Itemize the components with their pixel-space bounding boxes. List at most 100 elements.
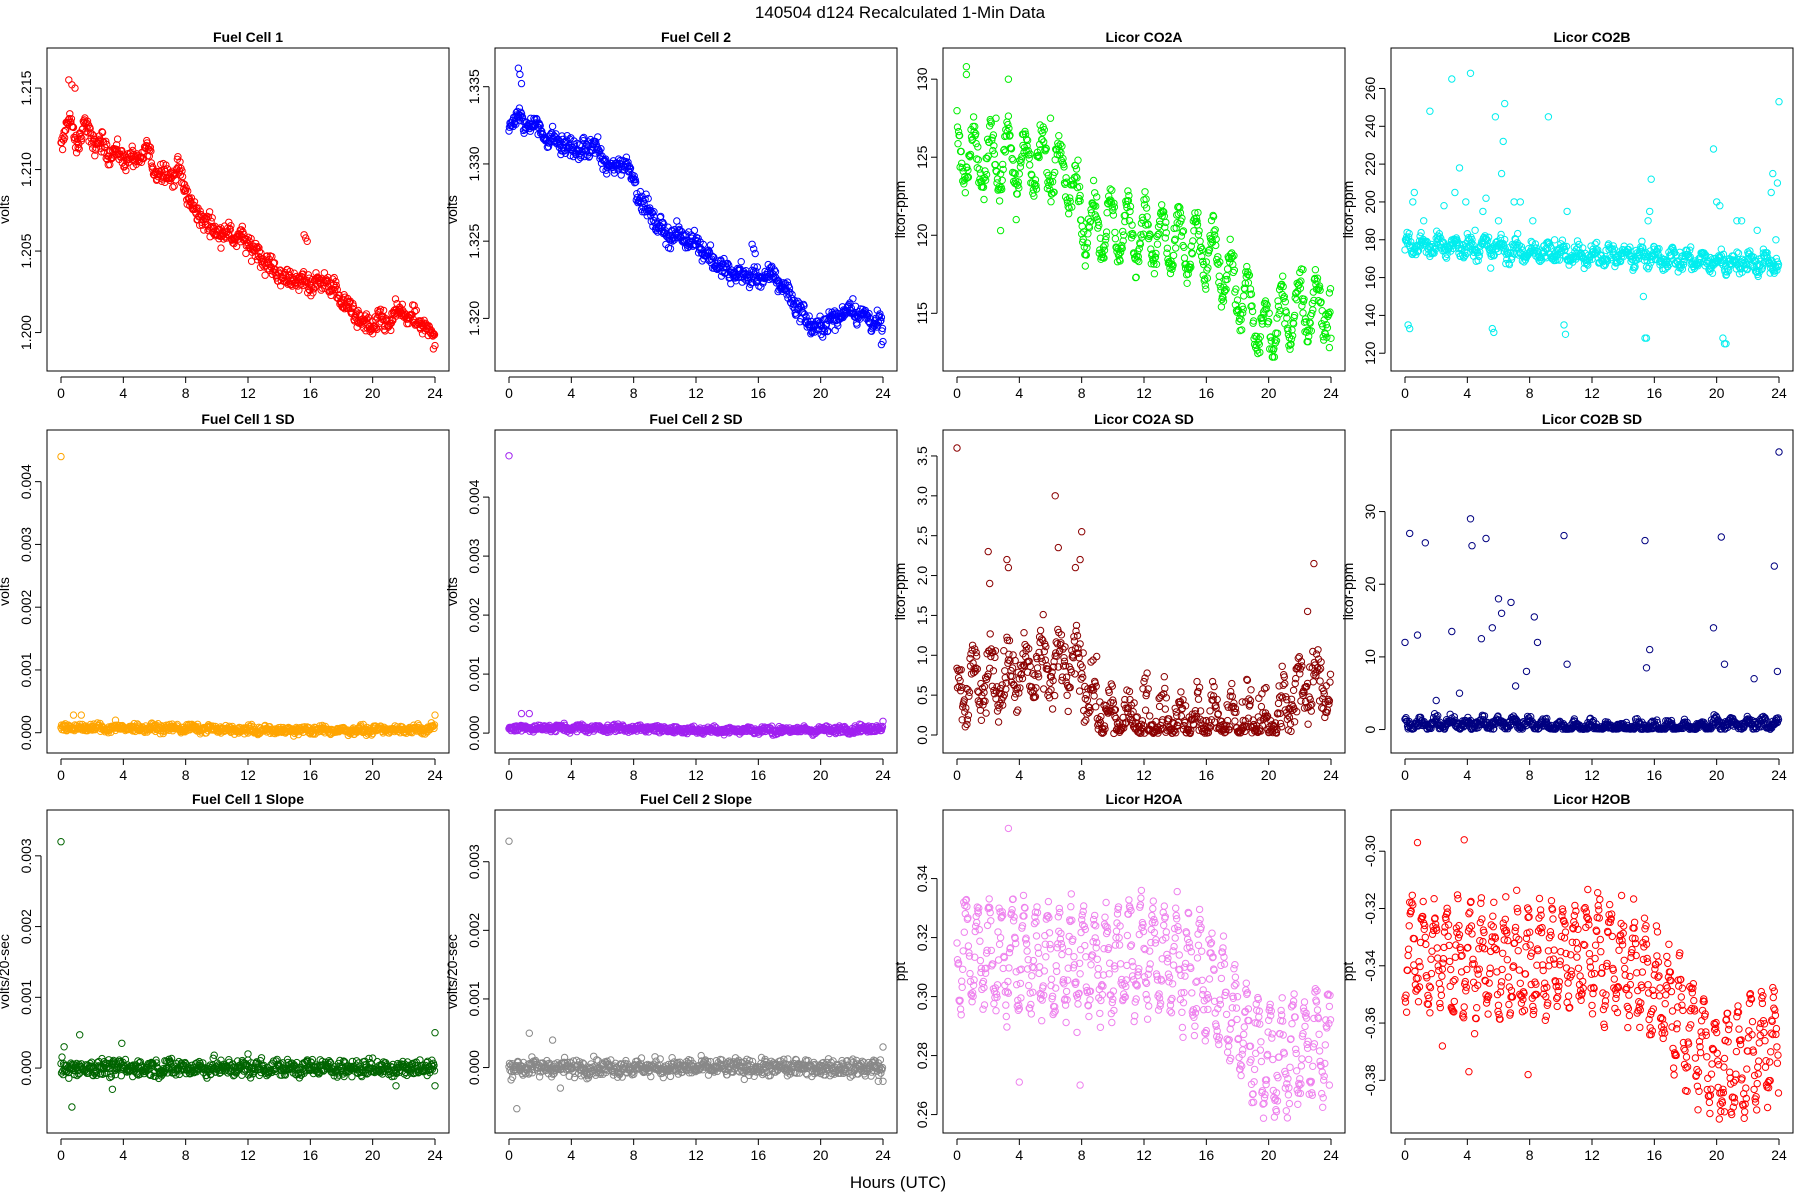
data-point — [1108, 682, 1117, 690]
data-point — [174, 153, 182, 161]
data-point — [667, 236, 675, 244]
data-point — [548, 122, 557, 131]
data-point — [247, 234, 255, 243]
data-point — [1299, 309, 1307, 317]
y-axis-label: licor-ppm — [892, 181, 908, 239]
data-point — [430, 331, 439, 339]
y-tick-label: 1.325 — [466, 223, 482, 258]
data-point — [369, 330, 377, 338]
data-point — [1734, 249, 1743, 258]
data-point — [1150, 270, 1159, 278]
data-point — [339, 295, 347, 304]
data-point — [190, 198, 199, 206]
x-tick-label: 24 — [1323, 385, 1339, 401]
data-point — [1153, 240, 1162, 248]
y-tick-label: 240 — [1362, 114, 1378, 138]
outlier-point — [1455, 164, 1464, 172]
data-point — [563, 136, 571, 144]
data-point — [137, 158, 146, 167]
data-points — [505, 64, 887, 349]
data-point — [356, 311, 364, 319]
data-point — [1143, 213, 1151, 221]
data-point — [1325, 289, 1334, 297]
data-point — [102, 137, 110, 146]
outlier-point — [1012, 215, 1020, 224]
y-tick-label: 1.320 — [466, 301, 482, 336]
y-tick-label: 1.0 — [914, 645, 930, 665]
x-tick-label: 12 — [1136, 385, 1152, 401]
outlier-point — [1409, 198, 1417, 206]
x-axis: 0 4 8 12 16 20 24 — [505, 376, 891, 401]
outlier-point — [1561, 330, 1570, 338]
data-points — [505, 452, 887, 739]
x-tick-label: 16 — [1199, 767, 1215, 783]
x-tick-label: 8 — [630, 767, 638, 783]
data-point — [1183, 279, 1191, 287]
data-point — [1108, 186, 1116, 194]
data-point — [1279, 272, 1287, 280]
data-point — [268, 252, 276, 261]
outlier-point — [302, 234, 310, 242]
outlier-point — [1420, 217, 1428, 225]
y-tick-label: 0.000 — [18, 715, 34, 750]
data-point — [1196, 237, 1204, 246]
data-point — [624, 158, 632, 167]
outlier-point — [1544, 113, 1553, 121]
data-point — [1079, 649, 1087, 657]
y-axis-label: licor-ppm — [1340, 181, 1356, 239]
data-point — [58, 145, 67, 154]
data-point — [1204, 264, 1212, 272]
x-tick-label: 12 — [240, 385, 256, 401]
y-tick-label: 3.5 — [914, 446, 930, 466]
outlier-point — [1639, 292, 1648, 301]
x-tick-label: 20 — [1261, 767, 1277, 783]
data-point — [254, 243, 262, 251]
data-point — [986, 630, 994, 638]
data-point — [330, 273, 338, 282]
data-point — [659, 218, 667, 227]
data-point — [332, 277, 340, 286]
data-point — [217, 244, 225, 252]
data-point — [1004, 112, 1013, 120]
data-point — [1014, 706, 1022, 714]
data-point — [103, 140, 111, 149]
outlier-point — [1440, 202, 1448, 210]
y-axis: 0.00.51.01.52.02.53.03.5 — [914, 446, 938, 745]
data-point — [995, 197, 1004, 205]
data-point — [73, 138, 81, 146]
x-tick-label: 0 — [1401, 385, 1409, 401]
data-point — [517, 110, 526, 118]
data-point — [1093, 652, 1101, 661]
data-point — [253, 244, 261, 252]
data-point — [668, 237, 677, 245]
x-tick-label: 4 — [1015, 385, 1023, 401]
data-point — [1141, 188, 1149, 196]
data-point — [69, 123, 78, 132]
data-points — [953, 62, 1335, 361]
y-axis-label: volts — [444, 577, 460, 606]
y-tick-label: 0.001 — [18, 652, 34, 687]
data-point — [90, 132, 98, 140]
data-point — [530, 114, 538, 123]
y-tick-label: 3.0 — [914, 486, 930, 506]
data-point — [1064, 707, 1072, 716]
data-point — [980, 195, 988, 204]
outlier-point — [1753, 226, 1761, 235]
x-tick-label: 20 — [1709, 385, 1725, 401]
data-point — [1180, 254, 1189, 262]
data-point — [362, 310, 371, 318]
outlier-point — [1494, 217, 1503, 225]
y-tick-label: 125 — [914, 145, 930, 169]
data-point — [428, 328, 437, 337]
y-tick-label: 220 — [1362, 152, 1378, 176]
data-point — [172, 176, 180, 184]
y-tick-label: 200 — [1362, 190, 1378, 214]
x-tick-label: 12 — [1136, 767, 1152, 783]
x-tick-label: 16 — [303, 385, 319, 401]
